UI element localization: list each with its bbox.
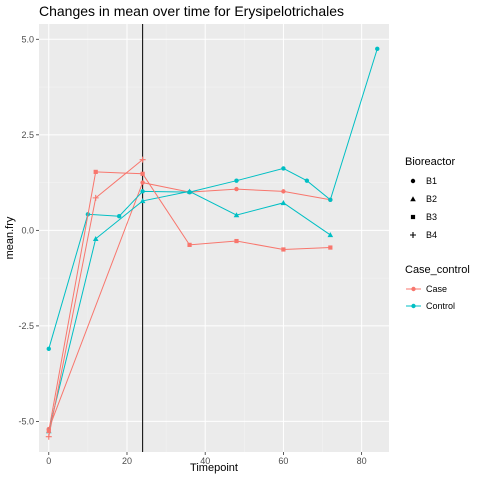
legend-label-b2: B2 [426, 194, 437, 204]
data-point [304, 178, 310, 183]
legend-key-b3 [410, 214, 416, 220]
series-layer [45, 46, 380, 440]
legend-label-case: Case [426, 284, 447, 294]
data-point [281, 166, 286, 171]
plot-panel [39, 24, 389, 452]
x-tick-label: 80 [357, 456, 367, 466]
legend-label-b3: B3 [426, 212, 437, 222]
series-b3-case [46, 169, 333, 434]
legend-label-b4: B4 [426, 230, 437, 240]
data-point [139, 198, 146, 204]
legend-key-point-case [411, 286, 416, 292]
legend-label-b1: B1 [426, 176, 437, 186]
legend-label-control: Control [426, 301, 455, 311]
data-point [187, 242, 192, 247]
series-line [48, 182, 331, 430]
y-tick-label: 5.0 [21, 34, 34, 44]
data-point [140, 180, 145, 185]
data-point [327, 232, 334, 238]
data-point [280, 200, 287, 206]
y-tick-label: 2.5 [21, 130, 34, 140]
data-point [281, 189, 286, 194]
data-point [328, 197, 333, 202]
data-point [92, 194, 99, 201]
legend-key-b4 [410, 232, 416, 238]
data-point [233, 212, 240, 218]
y-tick-label: 0.0 [21, 225, 34, 235]
series-b4-case [45, 156, 146, 440]
data-point [45, 433, 52, 440]
y-tick-label: -2.5 [18, 321, 34, 331]
legend-key-b2 [410, 196, 416, 202]
data-point [140, 171, 145, 176]
data-point [186, 188, 193, 194]
data-point [92, 235, 99, 242]
data-point [93, 169, 98, 174]
legend: Bioreactor B1 B2 B3 B4 Case_control Case Con… [405, 156, 470, 311]
series-line [48, 48, 378, 349]
legend-title-case-control: Case_control [405, 264, 470, 276]
data-point [46, 428, 51, 434]
legend-title-bioreactor: Bioreactor [405, 156, 455, 168]
y-tick-label: -5.0 [18, 416, 34, 426]
x-tick-label: 0 [46, 456, 51, 466]
x-axis-title: Timepoint [190, 462, 238, 474]
legend-key-b1 [410, 178, 416, 184]
data-point [139, 156, 146, 163]
data-point [234, 186, 239, 192]
data-point [116, 214, 122, 219]
data-point [46, 346, 51, 352]
x-tick-label: 40 [200, 456, 210, 466]
x-tick-label: 20 [122, 456, 132, 466]
y-axis: -5.0 -2.5 0.0 2.5 5.0 [18, 34, 39, 426]
data-point [234, 238, 239, 244]
data-point [234, 178, 239, 183]
x-axis: 0 20 40 60 80 [46, 452, 367, 466]
legend-case-control-items: Case Control [406, 284, 455, 311]
grid-layer [39, 24, 389, 452]
x-tick-label: 60 [278, 456, 288, 466]
data-point [140, 189, 145, 194]
data-point [328, 245, 333, 250]
legend-key-point-control [411, 303, 416, 309]
chart-title: Changes in mean over time for Erysipelot… [39, 3, 344, 19]
y-axis-title: mean.fry [4, 216, 16, 259]
data-point [375, 46, 380, 52]
data-point [281, 247, 286, 252]
legend-bioreactor-items: B1 B2 B3 B4 [410, 176, 437, 240]
